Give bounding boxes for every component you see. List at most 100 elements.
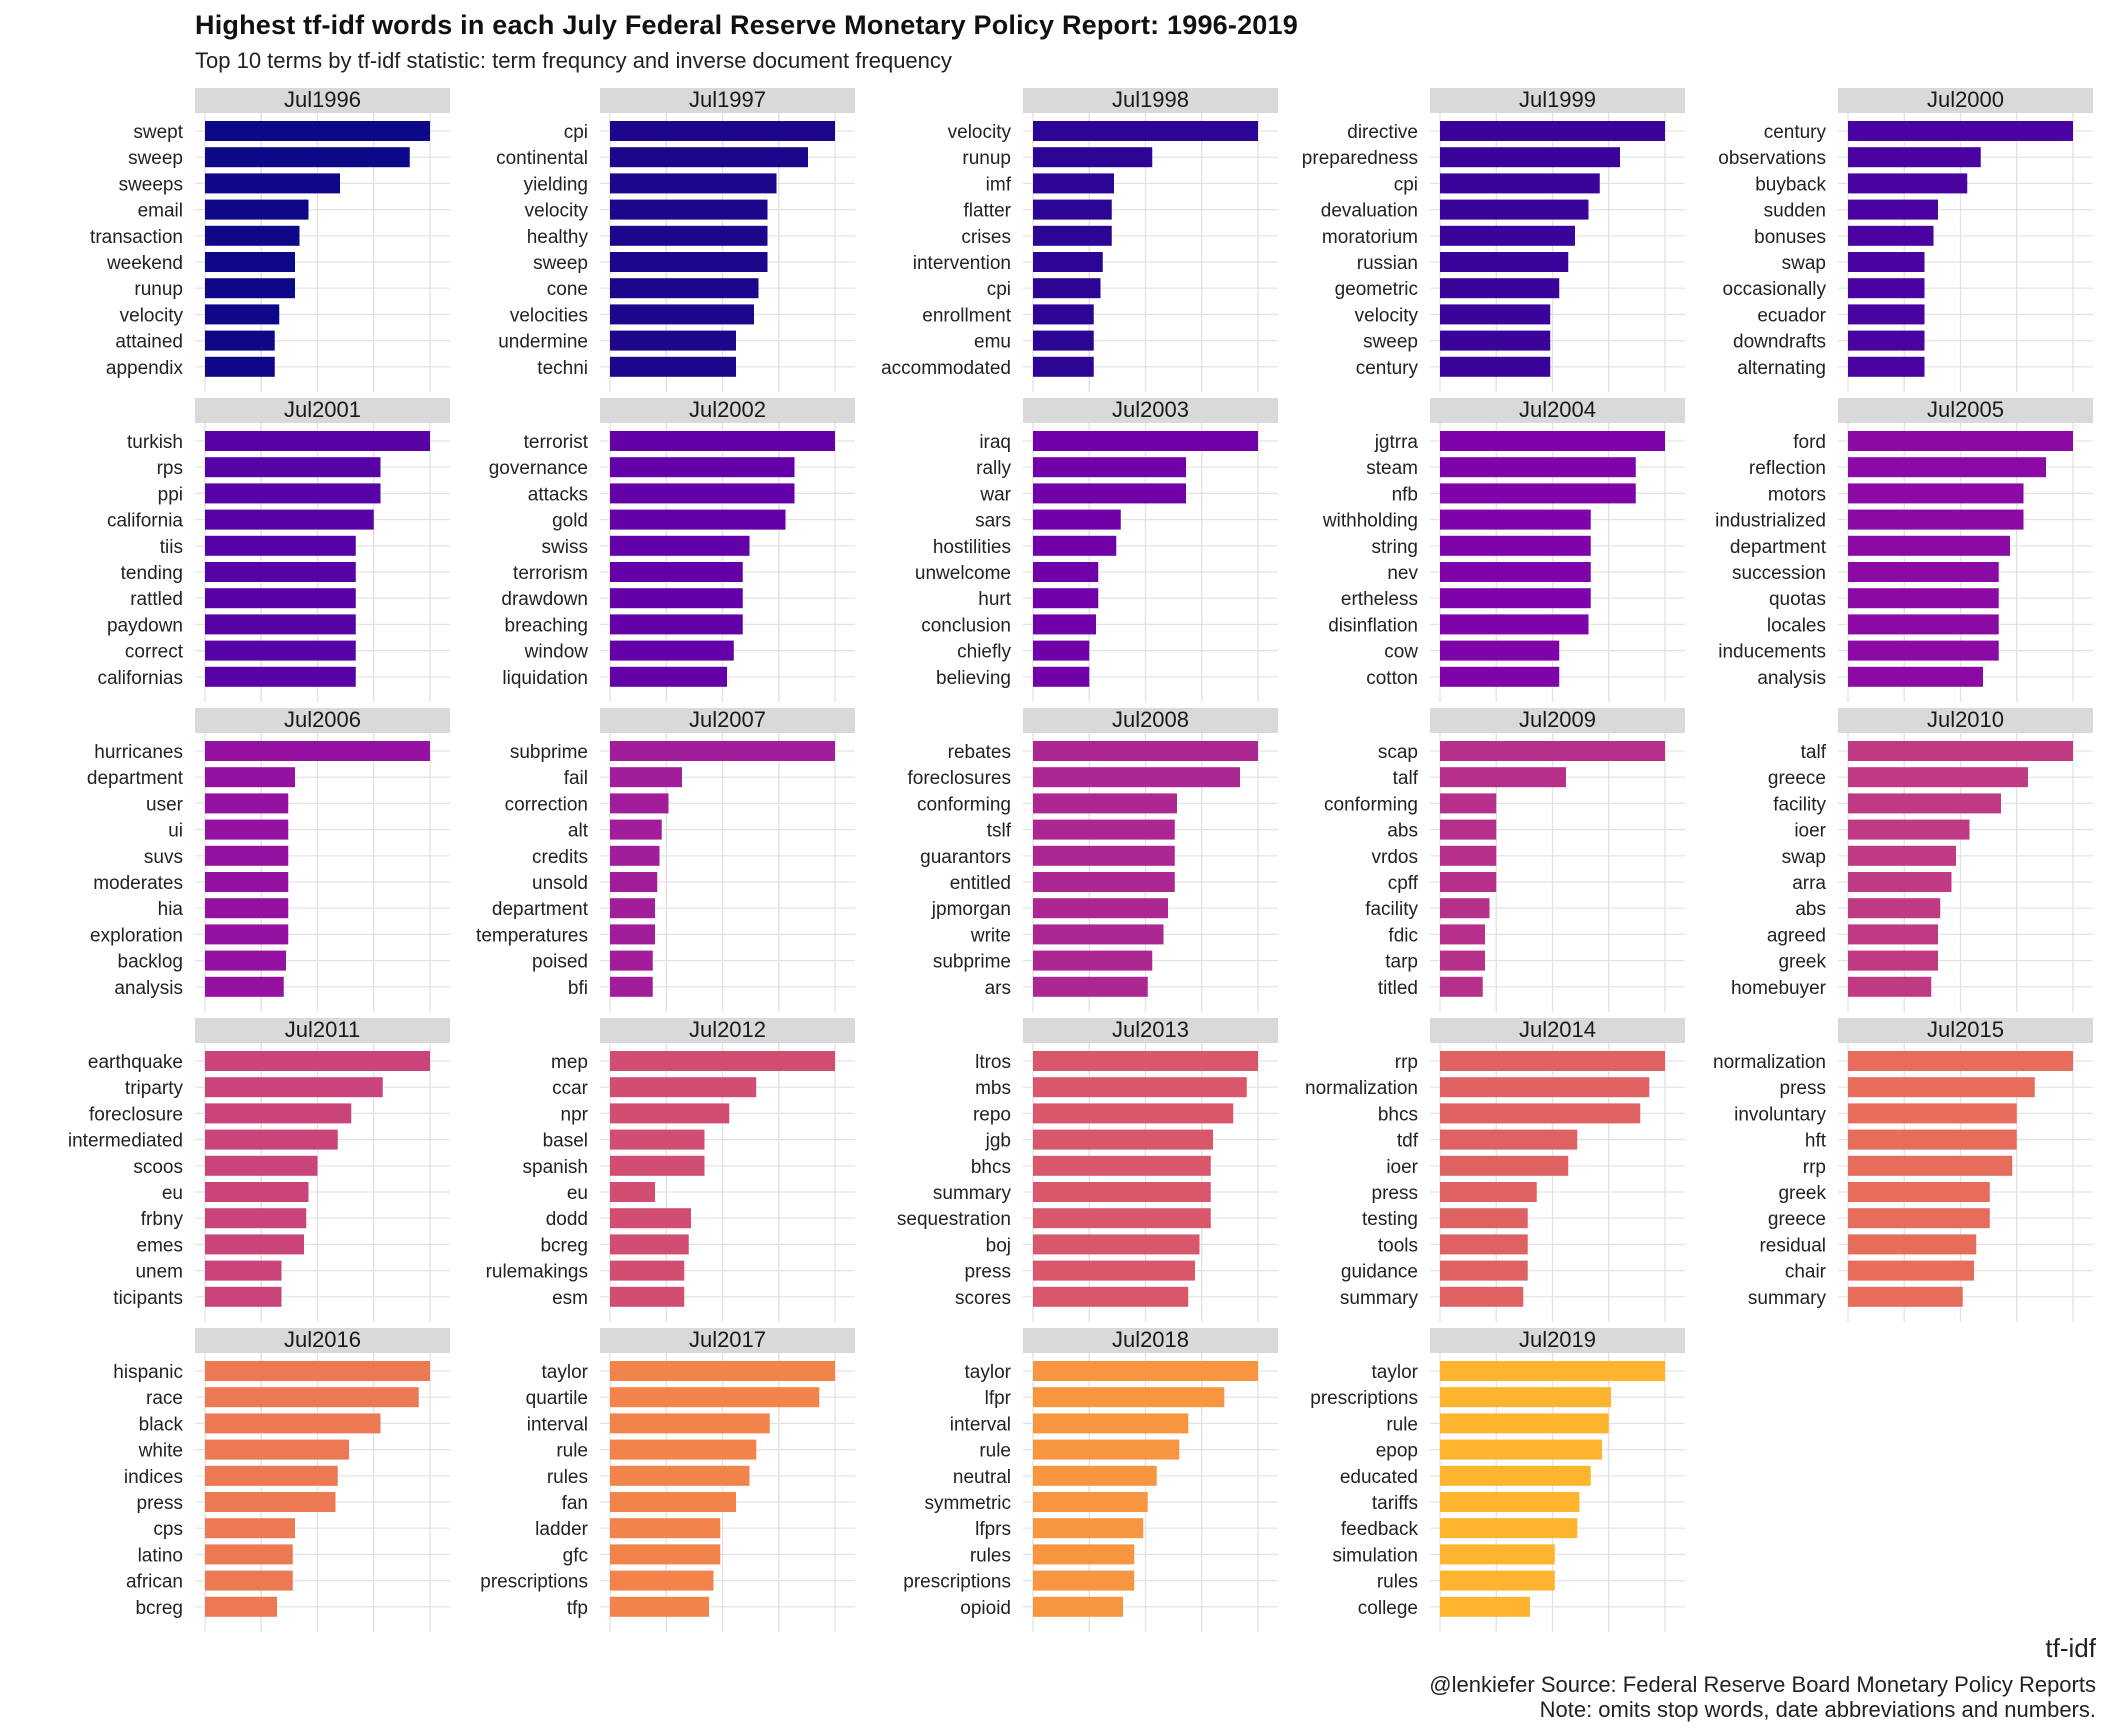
bar (1033, 819, 1175, 840)
term-label: geometric (1335, 279, 1418, 300)
bar (610, 535, 750, 556)
term-label: appendix (106, 358, 184, 379)
bar (610, 1286, 685, 1307)
facet-strip-label: Jul2018 (1112, 1327, 1189, 1352)
term-label: enrollment (922, 305, 1011, 326)
bar (610, 356, 736, 377)
term-label: velocity (1355, 305, 1419, 326)
bar (1848, 1155, 2013, 1176)
term-label: scoos (133, 1157, 183, 1178)
term-label: cotton (1366, 668, 1418, 689)
term-label: ladder (535, 1519, 588, 1540)
bar (1033, 1492, 1148, 1512)
bar (1848, 173, 1968, 194)
facet-strip-label: Jul2006 (284, 707, 361, 732)
term-label: college (1358, 1598, 1418, 1619)
bar (1440, 457, 1636, 478)
bar (205, 1596, 277, 1617)
facet-panel: Jul1999 directive preparedness cpi devaluati… (1302, 87, 1685, 392)
bar (1440, 1544, 1555, 1565)
term-label: guidance (1341, 1262, 1418, 1283)
facet-strip (1838, 88, 2093, 113)
bar (1440, 741, 1665, 761)
bar (610, 1077, 757, 1098)
bar (1440, 1260, 1528, 1281)
facet-strip (600, 708, 855, 733)
facet-strip-label: Jul2010 (1927, 707, 2004, 732)
term-label: sweep (533, 253, 588, 274)
term-label: agreed (1767, 925, 1826, 946)
term-label: interval (950, 1414, 1011, 1435)
bar (1440, 483, 1636, 504)
facet-panel: Jul1996 swept sweep sweeps email transaction w… (90, 87, 450, 392)
facet-strip (195, 1328, 450, 1353)
term-label: downdrafts (1733, 332, 1826, 353)
facet-strip (600, 398, 855, 423)
bar (1033, 356, 1094, 377)
term-label: department (1730, 537, 1827, 558)
term-label: prescriptions (480, 1572, 588, 1593)
term-label: white (138, 1441, 183, 1462)
bar (1440, 1129, 1578, 1150)
bar (1033, 121, 1258, 141)
bar (1848, 845, 1956, 866)
bar (205, 1155, 318, 1176)
term-label: talf (1393, 768, 1419, 789)
term-label: ioer (1794, 821, 1826, 842)
term-label: sweeps (119, 174, 183, 195)
bar (610, 1208, 691, 1229)
term-label: rebates (948, 742, 1011, 763)
term-label: summary (1748, 1288, 1827, 1309)
bar (1033, 950, 1153, 971)
term-label: rulemakings (486, 1262, 588, 1283)
term-label: reflection (1749, 458, 1826, 479)
bar (1440, 898, 1490, 919)
term-label: bhcs (971, 1157, 1011, 1178)
bar (1848, 304, 1925, 325)
bar (1033, 431, 1258, 451)
bar (1440, 950, 1485, 971)
bar (205, 1077, 383, 1098)
term-label: swiss (542, 537, 588, 558)
facet-panel: Jul2004 jgtrra steam nfb withholding string ne… (1322, 397, 1685, 702)
term-label: rule (556, 1441, 588, 1462)
bar (1848, 1260, 1974, 1281)
term-label: rules (970, 1545, 1011, 1566)
term-label: ford (1793, 432, 1826, 453)
term-label: sequestration (897, 1209, 1011, 1230)
bar (1848, 356, 1925, 377)
term-label: fdic (1388, 925, 1418, 946)
facet-panel: Jul2013 ltros mbs repo jgb bhcs summary sequest… (897, 1017, 1278, 1322)
chart-title: Highest tf-idf words in each July Federa… (195, 10, 1298, 40)
facet-strip-label: Jul2019 (1519, 1327, 1596, 1352)
term-label: succession (1732, 563, 1826, 584)
facet-strip-label: Jul1996 (284, 87, 361, 112)
facet-panel: Jul2011 earthquake triparty foreclosure inte… (68, 1017, 450, 1322)
term-label: runup (134, 279, 183, 300)
bar (1033, 767, 1240, 788)
term-label: paydown (107, 615, 183, 636)
bar (1033, 1155, 1211, 1176)
term-label: scores (955, 1288, 1011, 1309)
term-label: chair (1785, 1262, 1827, 1283)
bar (1848, 614, 1999, 635)
term-label: vrdos (1372, 847, 1418, 868)
term-label: velocities (510, 305, 588, 326)
bar (1033, 304, 1094, 325)
facet-panel: Jul1998 velocity runup imf flatter crises inte… (881, 87, 1278, 392)
term-label: russian (1357, 253, 1418, 274)
bar (610, 976, 653, 997)
facet-panel: Jul2007 subprime fail correction alt credits u… (476, 707, 855, 1012)
bar (205, 431, 430, 451)
bar (1848, 1182, 1990, 1202)
term-label: lfprs (975, 1519, 1011, 1540)
bar (205, 147, 410, 168)
term-label: industrialized (1715, 511, 1826, 532)
term-label: greek (1778, 1183, 1826, 1204)
term-label: rules (547, 1467, 588, 1488)
term-label: motors (1768, 484, 1826, 505)
term-label: backlog (118, 952, 184, 973)
term-label: fan (562, 1493, 588, 1514)
bar (1848, 1103, 2017, 1124)
